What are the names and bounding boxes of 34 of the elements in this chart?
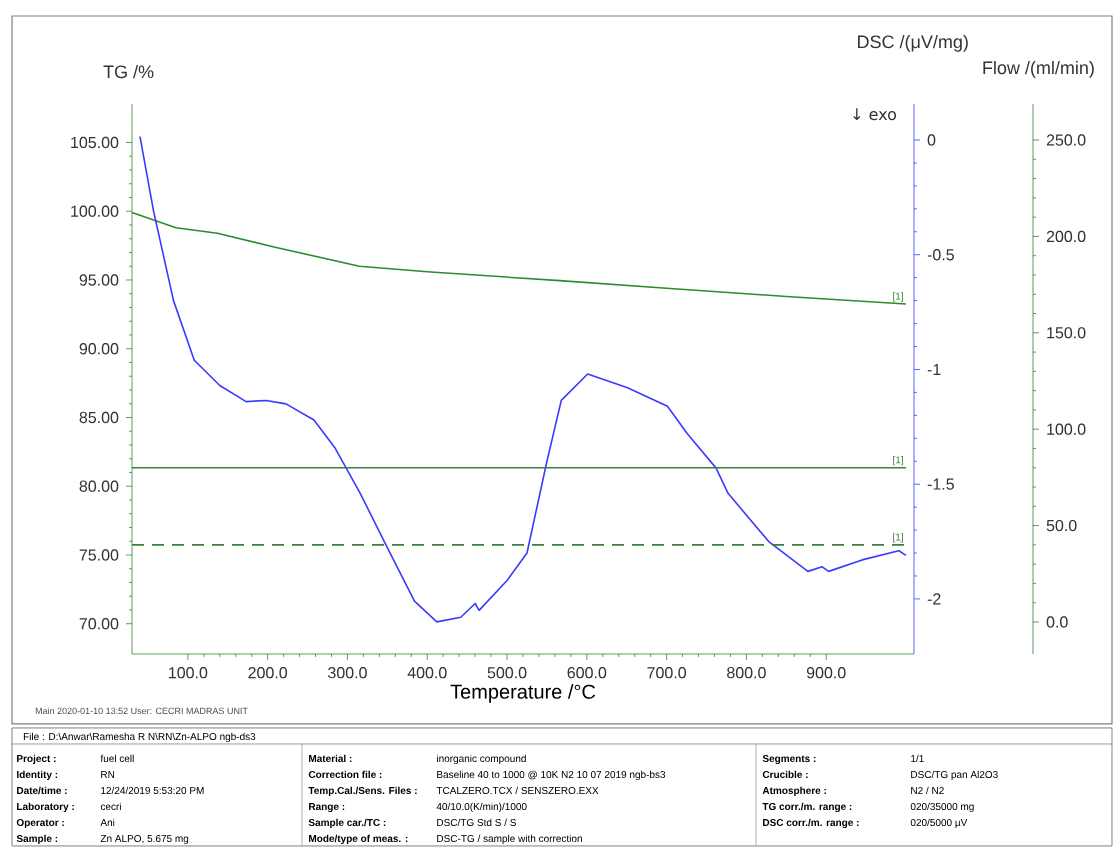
x-tick-label: 700.0: [647, 667, 687, 679]
x-tick-label: 300.0: [328, 667, 367, 679]
x-tick-label: 200.0: [248, 667, 288, 679]
y-tick-label: 100.00: [71, 205, 119, 217]
x-tick-label: 100.0: [169, 667, 208, 679]
y-tick-label: 85.00: [79, 411, 119, 424]
x-tick-label: 400.0: [407, 667, 447, 679]
x-tick-label: 600.0: [567, 667, 607, 679]
y2-tick-label: -1: [927, 363, 941, 375]
y3-axis-title: Flow /(ml/min): [983, 60, 1094, 78]
x-tick-label: 900.0: [806, 667, 846, 679]
y2-tick-label: -0.5: [927, 249, 954, 261]
y-tick-label: 90.00: [79, 343, 119, 355]
y2-tick-label: -2: [927, 593, 941, 605]
y2-tick-label: -1.5: [927, 478, 954, 490]
y-tick-label: 75.00: [79, 549, 119, 561]
y-axis-title: TG /%: [103, 64, 154, 79]
y3-tick-label: 250.0: [1046, 134, 1086, 146]
x-axis-title: Temperature /°C: [450, 684, 596, 703]
y2-axis-title: DSC /(μV/mg): [858, 34, 968, 52]
y-tick-label: 95.00: [79, 274, 119, 286]
y2-tick-label: 0: [927, 134, 936, 146]
x-tick-label: 500.0: [487, 667, 527, 679]
y3-tick-label: 50.0: [1046, 519, 1077, 532]
y-tick-label: 105.00: [71, 136, 119, 149]
y3-tick-label: 100.0: [1047, 423, 1086, 435]
line-series: [139, 135, 907, 623]
y-tick-label: 80.00: [79, 480, 119, 492]
y3-tick-label: 200.0: [1046, 230, 1086, 243]
y3-tick-label: 0.0: [1046, 616, 1068, 628]
y-tick-label: 70.00: [79, 618, 119, 630]
annotation: ↓ exo: [853, 108, 897, 121]
y3-tick-label: 150.0: [1047, 327, 1086, 339]
x-tick-label: 800.0: [727, 667, 766, 679]
